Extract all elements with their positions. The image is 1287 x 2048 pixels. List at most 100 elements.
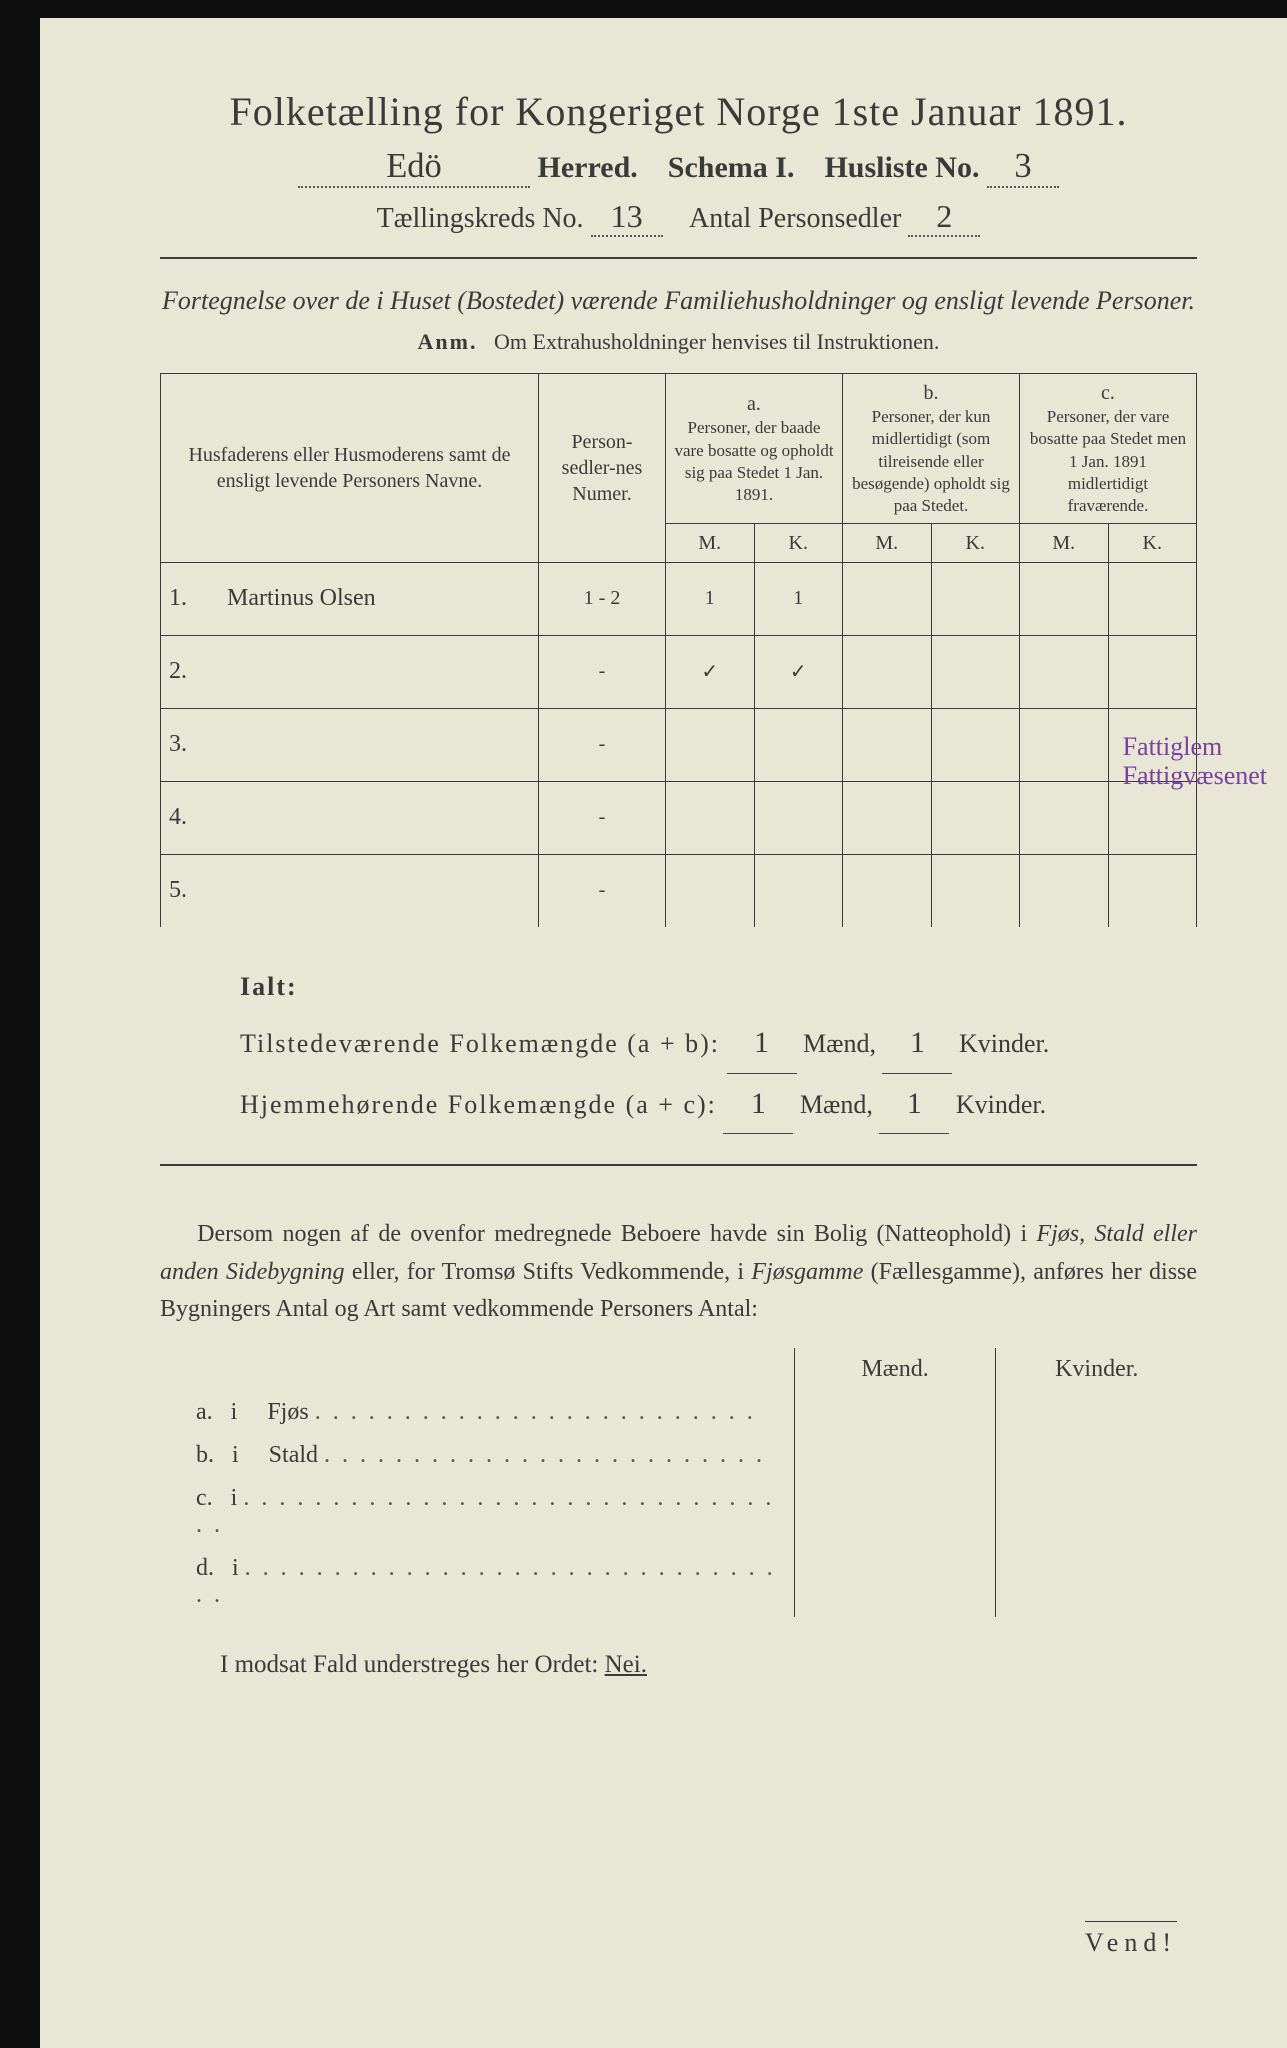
- dersom-paragraph: Dersom nogen af de ovenfor medregnede Be…: [160, 1216, 1197, 1328]
- row-aK: [754, 854, 843, 927]
- ialt-1m: 1: [727, 1013, 797, 1074]
- maend-label: Mænd,: [803, 1029, 876, 1058]
- row-pnum: -: [539, 635, 666, 708]
- ialt-line1-label: Tilstedeværende Folkemængde (a + b):: [240, 1029, 720, 1058]
- row-cK: [1108, 854, 1197, 927]
- husliste-value: 3: [987, 147, 1059, 188]
- outbuildings-block: Mænd. Kvinder. a. i Fjøs . . . . . . . .…: [190, 1348, 1197, 1617]
- table-row: 5. -: [161, 854, 1197, 927]
- col-b-text: Personer, der kun midlertidigt (som tilr…: [851, 406, 1011, 516]
- row-aM: [666, 854, 755, 927]
- out-row: b. i Stald . . . . . . . . . . . . . . .…: [190, 1434, 1197, 1477]
- herred-label: Herred.: [538, 151, 638, 184]
- personsedler-label: Antal Personsedler: [689, 203, 901, 234]
- dots: . . . . . . . . . . . . . . . . . . . . …: [196, 1485, 774, 1538]
- row-aK: [754, 781, 843, 854]
- nei-word: Nei.: [605, 1651, 647, 1678]
- kreds-label: Tællingskreds No.: [377, 203, 584, 234]
- row-cK: [1108, 562, 1197, 635]
- row-pnum: -: [539, 854, 666, 927]
- out-k: c.: [196, 1485, 213, 1511]
- kvinder-label: Kvinder.: [956, 1090, 1046, 1119]
- row-bM: [843, 781, 932, 854]
- schema-label: Schema I.: [668, 151, 795, 184]
- ialt-1k: 1: [882, 1013, 952, 1074]
- dersom-t2: eller, for Tromsø Stifts Vedkommende, i: [352, 1259, 752, 1285]
- row-aM: [666, 781, 755, 854]
- anm-text: Om Extrahusholdninger henvises til Instr…: [494, 329, 939, 354]
- row-name: Martinus Olsen: [213, 562, 539, 635]
- husliste-label: Husliste No.: [824, 151, 979, 184]
- ialt-2k: 1: [879, 1074, 949, 1135]
- row-bM: [843, 708, 932, 781]
- out-label: Stald: [269, 1442, 318, 1468]
- nei-line: I modsat Fald understreges her Ordet: Ne…: [220, 1651, 1197, 1679]
- margin-line2: Fattigvæsenet: [1123, 762, 1267, 791]
- row-aK: 1: [754, 562, 843, 635]
- a-k: K.: [754, 523, 843, 562]
- header-line-2: Edö Herred. Schema I. Husliste No. 3: [160, 147, 1197, 188]
- out-kvinder-hdr: Kvinder.: [996, 1348, 1197, 1391]
- out-k: a.: [196, 1399, 213, 1425]
- out-k: b.: [196, 1442, 214, 1468]
- margin-line1: Fattiglem: [1123, 733, 1267, 762]
- ialt-line2-label: Hjemmehørende Folkemængde (a + c):: [240, 1090, 717, 1119]
- col-c-text: Personer, der vare bosatte paa Stedet me…: [1028, 406, 1188, 516]
- anm-line: Anm. Om Extrahusholdninger henvises til …: [160, 329, 1197, 355]
- row-num: 2.: [161, 635, 214, 708]
- row-name: [213, 854, 539, 927]
- row-num: 4.: [161, 781, 214, 854]
- col-b-header: b. Personer, der kun midlertidigt (som t…: [843, 374, 1020, 523]
- row-cK: [1108, 781, 1197, 854]
- c-k: K.: [1108, 523, 1197, 562]
- dots: . . . . . . . . . . . . . . . . . . . . …: [196, 1555, 776, 1608]
- row-name: [213, 708, 539, 781]
- row-bK: [931, 708, 1020, 781]
- out-maend-hdr: Mænd.: [794, 1348, 996, 1391]
- out-k: d.: [196, 1555, 214, 1581]
- personsedler-value: 2: [908, 198, 980, 237]
- totals-block: Ialt: Tilstedeværende Folkemængde (a + b…: [240, 961, 1197, 1135]
- row-pnum: 1 - 2: [539, 562, 666, 635]
- row-cM: [1020, 635, 1109, 708]
- out-label: Fjøs: [267, 1399, 308, 1425]
- household-table: Husfaderens eller Husmoderens samt de en…: [160, 373, 1197, 926]
- dersom-em2: Fjøsgamme: [751, 1259, 863, 1285]
- col-b-letter: b.: [851, 380, 1011, 406]
- col-c-letter: c.: [1028, 380, 1188, 406]
- row-name: [213, 781, 539, 854]
- row-aM: 1: [666, 562, 755, 635]
- row-cM: [1020, 708, 1109, 781]
- row-bK: [931, 781, 1020, 854]
- row-aK: [754, 708, 843, 781]
- divider: [160, 257, 1197, 259]
- out-i: i: [231, 1485, 238, 1511]
- anm-label: Anm.: [418, 329, 478, 354]
- ialt-2m: 1: [723, 1074, 793, 1135]
- b-k: K.: [931, 523, 1020, 562]
- out-row: a. i Fjøs . . . . . . . . . . . . . . . …: [190, 1391, 1197, 1434]
- table-row: 4. -: [161, 781, 1197, 854]
- c-m: M.: [1020, 523, 1109, 562]
- herred-value: Edö: [298, 147, 530, 188]
- row-cM: [1020, 854, 1109, 927]
- b-m: M.: [843, 523, 932, 562]
- dersom-t1: Dersom nogen af de ovenfor medregnede Be…: [197, 1221, 1036, 1247]
- col-c-header: c. Personer, der vare bosatte paa Stedet…: [1020, 374, 1197, 523]
- table-row: 2. - ✓ ✓: [161, 635, 1197, 708]
- col-num-header: Person-sedler-nes Numer.: [539, 374, 666, 562]
- col-name-header: Husfaderens eller Husmoderens samt de en…: [161, 374, 539, 562]
- out-row: c. i . . . . . . . . . . . . . . . . . .…: [190, 1477, 1197, 1547]
- out-row: d. i . . . . . . . . . . . . . . . . . .…: [190, 1547, 1197, 1617]
- subtitle: Fortegnelse over de i Huset (Bostedet) v…: [160, 283, 1197, 319]
- row-bM: [843, 854, 932, 927]
- row-cM: [1020, 781, 1109, 854]
- census-form-page: Folketælling for Kongeriget Norge 1ste J…: [0, 0, 1287, 2048]
- kreds-value: 13: [591, 198, 663, 237]
- row-bK: [931, 562, 1020, 635]
- row-bM: [843, 562, 932, 635]
- row-aM: ✓: [666, 635, 755, 708]
- row-aM: [666, 708, 755, 781]
- page-title: Folketælling for Kongeriget Norge 1ste J…: [160, 88, 1197, 135]
- table-row: 1. Martinus Olsen 1 - 2 1 1: [161, 562, 1197, 635]
